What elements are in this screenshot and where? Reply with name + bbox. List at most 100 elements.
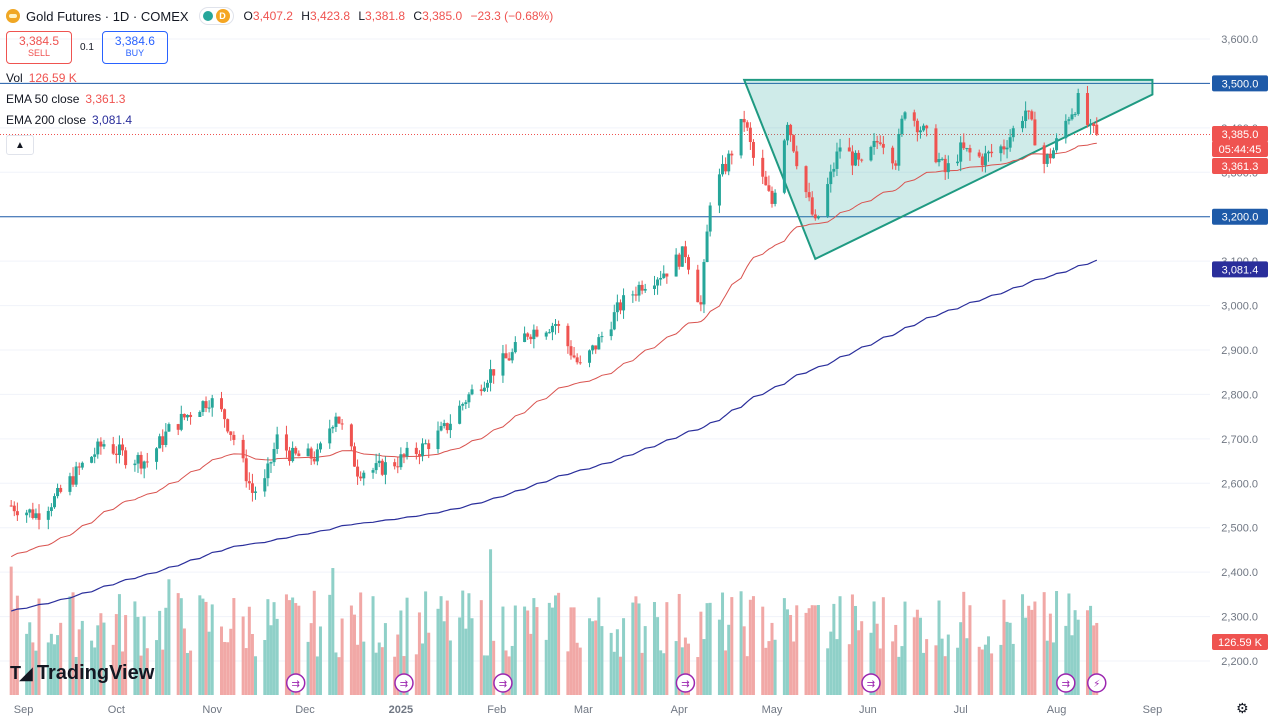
volume-bar bbox=[510, 645, 514, 695]
volume-bar bbox=[940, 638, 944, 695]
candle-body bbox=[968, 148, 972, 153]
candle-body bbox=[482, 387, 486, 392]
time-tick-label: Nov bbox=[202, 704, 222, 716]
candle-body bbox=[810, 197, 814, 215]
candle-body bbox=[247, 481, 251, 484]
candle-body bbox=[421, 443, 425, 457]
candle-body bbox=[1024, 110, 1028, 121]
volume-bar bbox=[297, 605, 301, 695]
volume-bar bbox=[622, 618, 626, 695]
volume-bar bbox=[114, 614, 118, 695]
volume-bar bbox=[226, 642, 230, 695]
volume-bar bbox=[1005, 621, 1009, 695]
candle-body bbox=[789, 124, 793, 136]
time-tick-label: Jun bbox=[859, 704, 877, 716]
candle-body bbox=[396, 466, 400, 468]
settings-gear-icon[interactable]: ⚙ bbox=[1236, 700, 1249, 716]
candle-body bbox=[962, 142, 966, 149]
volume-bar bbox=[244, 648, 248, 695]
volume-bar bbox=[56, 635, 60, 695]
candlesticks bbox=[9, 85, 1099, 530]
volume-bar bbox=[838, 596, 842, 695]
volume-bar bbox=[489, 549, 493, 695]
volume-bar bbox=[117, 594, 121, 695]
volume-bar bbox=[965, 638, 969, 695]
volume-bar bbox=[1089, 605, 1093, 695]
candle-body bbox=[226, 419, 230, 432]
volume-bar bbox=[164, 607, 168, 695]
candle-body bbox=[977, 152, 981, 157]
volume-bar bbox=[847, 644, 851, 695]
candle-body bbox=[699, 302, 703, 305]
price-label: 3,500.0 bbox=[1222, 78, 1259, 90]
volume-bar bbox=[167, 579, 171, 695]
indicator-ema50[interactable]: EMA 50 close 3,361.3 bbox=[6, 92, 126, 106]
volume-bar bbox=[807, 608, 811, 695]
indicator-volume[interactable]: Vol 126.59 K bbox=[6, 71, 77, 85]
candle-body bbox=[705, 231, 709, 263]
volume-bar bbox=[356, 644, 360, 695]
candle-body bbox=[263, 478, 267, 492]
volume-bar bbox=[155, 640, 159, 695]
buy-button[interactable]: 3,384.6 BUY bbox=[101, 31, 168, 64]
volume-bar bbox=[532, 598, 536, 695]
volume-bar bbox=[708, 602, 712, 695]
candle-body bbox=[31, 509, 35, 518]
volume-bar bbox=[448, 640, 452, 695]
candle-body bbox=[334, 416, 338, 427]
volume-bar bbox=[956, 647, 960, 695]
candle-body bbox=[272, 448, 276, 463]
price-tick-label: 2,300.0 bbox=[1221, 612, 1258, 624]
volume-bar bbox=[485, 655, 489, 695]
candle-body bbox=[284, 434, 288, 451]
candle-body bbox=[739, 118, 743, 156]
volume-bar bbox=[1045, 640, 1049, 695]
candle-body bbox=[179, 413, 183, 430]
volume-bar bbox=[699, 611, 703, 695]
sell-button[interactable]: 3,384.5 SELL bbox=[6, 31, 72, 64]
indicator-ema200[interactable]: EMA 200 close 3,081.4 bbox=[6, 113, 133, 127]
candle-body bbox=[881, 143, 885, 148]
candle-body bbox=[291, 447, 295, 462]
market-status-pill[interactable]: D bbox=[198, 7, 234, 25]
volume-bar bbox=[405, 597, 409, 695]
candle-body bbox=[489, 369, 493, 383]
candle-body bbox=[427, 443, 431, 450]
volume-bar bbox=[934, 645, 938, 695]
tradingview-logo[interactable]: T◢ TradingView bbox=[10, 662, 154, 685]
volume-bar bbox=[529, 633, 533, 695]
candle-body bbox=[696, 269, 700, 303]
volume-bar bbox=[652, 602, 656, 695]
candle-body bbox=[980, 156, 984, 166]
volume-bar bbox=[136, 616, 140, 695]
candle-body bbox=[90, 456, 94, 463]
volume-bar bbox=[612, 651, 616, 695]
volume-bar bbox=[377, 642, 381, 695]
volume-bar bbox=[1027, 605, 1031, 695]
candle-body bbox=[826, 184, 830, 217]
volume-bar bbox=[575, 642, 579, 695]
market-open-icon bbox=[202, 11, 213, 21]
volume-bar bbox=[427, 632, 431, 695]
candle-body bbox=[631, 294, 635, 296]
volume-bar bbox=[922, 652, 926, 695]
candle-body bbox=[912, 112, 916, 121]
dividend-event-icon bbox=[861, 673, 881, 693]
collapse-legend-button[interactable]: ▲ bbox=[6, 135, 34, 155]
candle-body bbox=[46, 510, 50, 520]
candle-body bbox=[900, 118, 904, 135]
volume-bar bbox=[232, 598, 236, 695]
candle-body bbox=[1002, 146, 1006, 150]
volume-bar bbox=[121, 651, 125, 695]
candle-body bbox=[207, 407, 211, 409]
volume-bar bbox=[832, 603, 836, 695]
volume-bar bbox=[727, 624, 731, 695]
volume-bar bbox=[254, 656, 258, 695]
volume-bar bbox=[479, 600, 483, 695]
candle-body bbox=[618, 302, 622, 311]
candle-body bbox=[15, 511, 19, 516]
volume-bar bbox=[396, 634, 400, 695]
symbol-title[interactable]: Gold Futures · 1D · COMEX bbox=[26, 8, 189, 24]
candle-body bbox=[383, 462, 387, 475]
